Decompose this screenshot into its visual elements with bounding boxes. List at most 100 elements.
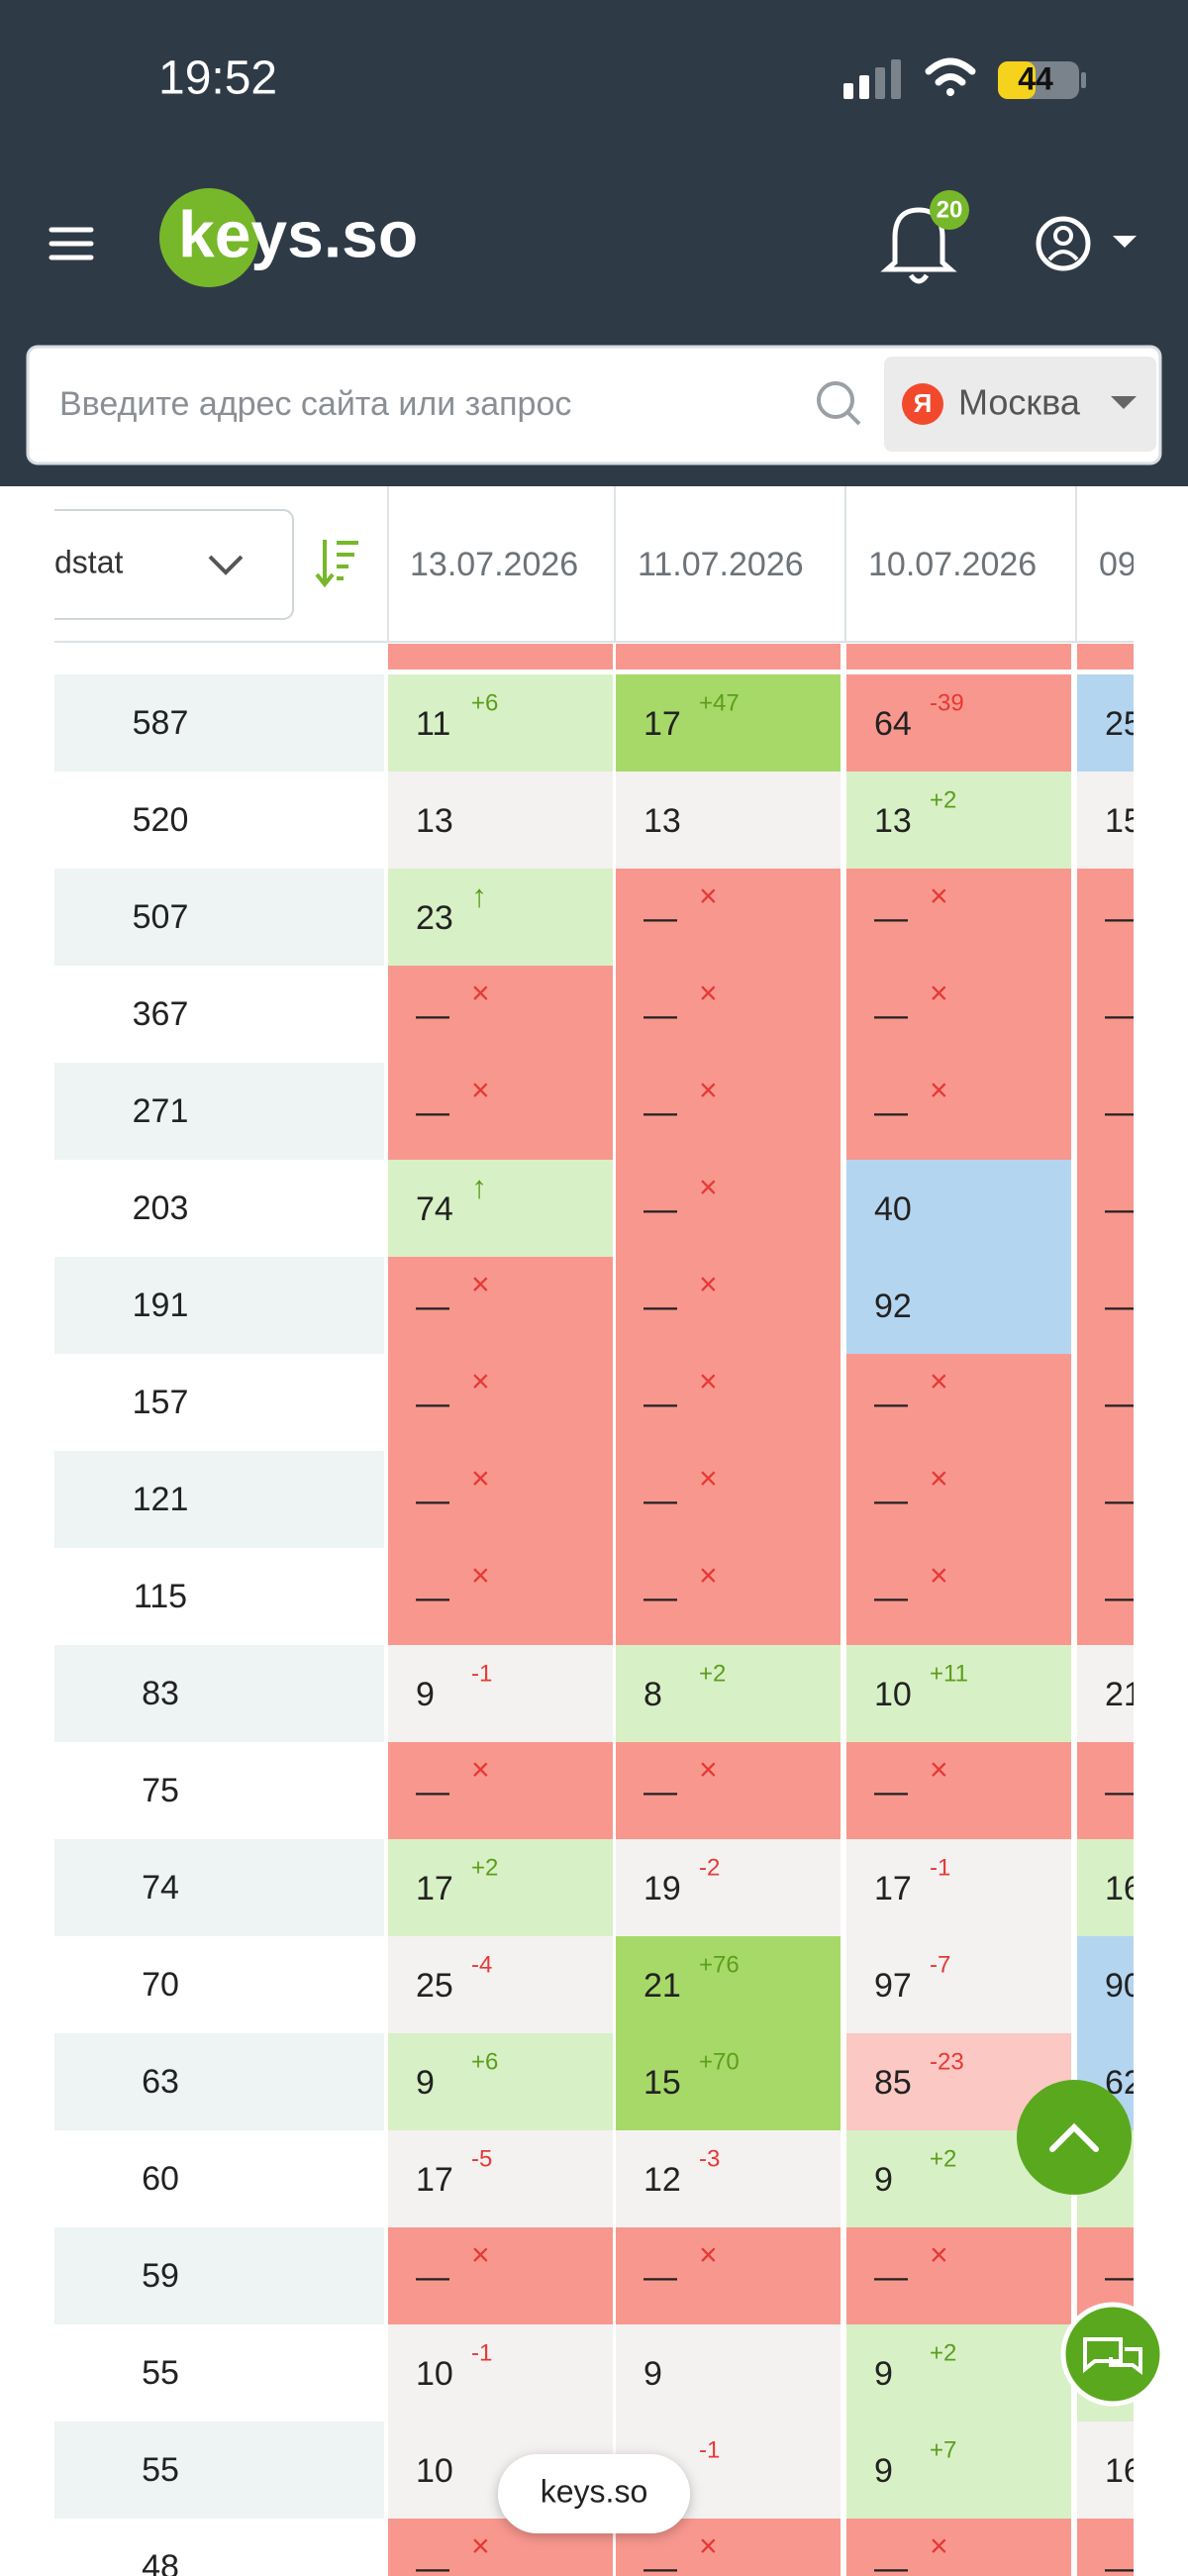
region-select[interactable] [884,357,1156,452]
position: 19 [644,1870,681,1907]
wordstat-value: 121 [133,1481,189,1518]
cell [1077,1645,1134,1743]
cell [388,1160,613,1258]
cell [1077,1936,1134,2034]
position-change: × [471,975,490,1010]
cell [616,1354,841,1452]
position: 10 [416,2355,453,2393]
position-change: × [471,1072,490,1107]
position: — [1105,1190,1138,1228]
profile-button[interactable] [1036,216,1137,271]
position-change: -1 [471,2339,492,2366]
position: 23 [416,899,453,937]
cell [616,1063,841,1161]
position-change: × [930,2527,948,2563]
cell [388,772,613,870]
position: — [1105,1385,1138,1422]
position-change: × [930,1557,948,1593]
position: 90 [1105,1967,1142,2005]
position: 16 [1105,2452,1142,2490]
position: 13 [644,802,681,840]
date-header: 11.07.2026 [638,546,804,583]
position-change: × [471,1557,490,1593]
source-select[interactable] [0,509,294,620]
cell [1077,1839,1134,1937]
cell [388,1548,613,1646]
position: — [1105,899,1138,937]
scroll-top-button[interactable] [1017,2080,1132,2195]
wordstat-cell [54,966,384,1063]
cell [1077,2421,1134,2520]
position: — [416,1093,449,1131]
cell [846,1257,1071,1355]
site-pill[interactable] [498,2454,690,2533]
position: — [644,1385,677,1422]
yandex-icon [902,383,943,425]
logo[interactable]: keys.so [178,197,418,270]
position-change: -2 [699,1854,720,1881]
cell [616,674,841,773]
position: 40 [874,1190,912,1228]
position-change: -4 [471,1951,492,1978]
position-change: +2 [471,1854,498,1881]
battery-tip [1081,72,1086,88]
search-icon[interactable] [817,381,861,426]
cell [616,1936,841,2034]
wordstat-cell [54,1160,384,1257]
position: 8 [644,1676,662,1713]
position: — [874,1482,908,1519]
position: 17 [644,705,681,743]
position: 85 [874,2064,912,2102]
position: — [874,2549,908,2576]
cell [388,1839,613,1937]
position: — [644,1482,677,1519]
menu-button[interactable] [49,227,94,260]
position: 11 [416,705,450,743]
cell [846,2324,1071,2422]
position-change: ↑ [471,1169,487,1204]
position: 10 [874,1676,912,1713]
wordstat-value: 203 [133,1189,189,1227]
position: — [1105,2258,1138,2296]
cell [388,1063,613,1161]
position: — [416,2549,449,2576]
cell [846,674,1071,773]
cell [1077,1451,1134,1549]
position: — [644,2549,677,2576]
position: 97 [874,1967,912,2005]
position: 13 [416,802,453,840]
position-change: × [699,1751,718,1787]
position-change: × [699,877,718,913]
wordstat-value: 63 [142,2063,179,2101]
cell [1077,1742,1134,1840]
bell-button[interactable] [880,207,957,284]
position-change: × [930,1363,948,1398]
position: — [1105,1482,1138,1519]
cell [1077,1354,1134,1452]
position-change: × [471,1363,490,1398]
cell [846,2227,1071,2325]
cell [388,2033,613,2131]
cell [616,2324,841,2422]
cell [846,1839,1071,1937]
position: 15 [1105,802,1142,840]
position: 12 [644,2161,681,2199]
cell [1077,1257,1134,1355]
cell [616,1645,841,1743]
wordstat-value: 59 [142,2257,179,2295]
notification-badge [930,190,969,230]
cell [846,772,1071,870]
search-placeholder: Введите адрес сайта или запрос [59,385,571,423]
wordstat-cell [54,1936,384,2033]
search-box[interactable] [26,345,1162,465]
chat-icon [1083,2337,1142,2375]
date-header: 13.07.2026 [410,546,578,583]
position-change: +47 [699,689,740,716]
wordstat-cell [54,1839,384,1936]
chat-button[interactable] [1060,2302,1165,2407]
position: — [644,1773,677,1810]
sort-button[interactable] [315,540,358,588]
position: — [416,1288,449,1325]
cell [1077,772,1134,870]
cell [1077,1548,1134,1646]
